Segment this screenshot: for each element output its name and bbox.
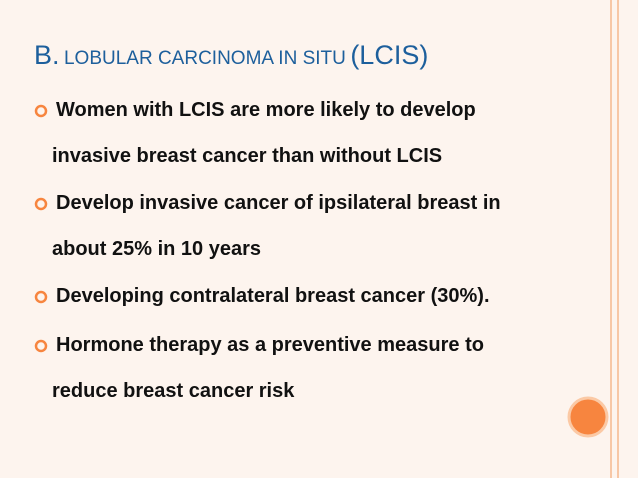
bullet-text: invasive breast cancer than without LCIS bbox=[52, 145, 443, 167]
bullet-icon bbox=[34, 197, 48, 211]
title-main: LOBULAR CARCINOMA IN SITU bbox=[63, 48, 346, 69]
bullet-text: Develop invasive cancer of ipsilateral b… bbox=[56, 192, 501, 214]
bullet-text: Hormone therapy as a preventive measure … bbox=[56, 334, 484, 356]
bullet-text: about 25% in 10 years bbox=[52, 238, 261, 260]
bullet-icon bbox=[34, 339, 48, 353]
title-abbr: (LCIS) bbox=[350, 40, 429, 70]
orange-dot bbox=[567, 396, 609, 438]
bullet-icon bbox=[34, 104, 48, 118]
slide-title: B. LOBULAR CARCINOMA IN SITU (LCIS) bbox=[34, 40, 428, 71]
bullet-text: Developing contralateral breast cancer (… bbox=[56, 285, 490, 307]
bullet-icon bbox=[34, 290, 48, 304]
title-letter: B. bbox=[34, 40, 60, 70]
bullet-text: reduce breast cancer risk bbox=[52, 380, 295, 402]
bullet-text: Women with LCIS are more likely to devel… bbox=[56, 99, 476, 121]
